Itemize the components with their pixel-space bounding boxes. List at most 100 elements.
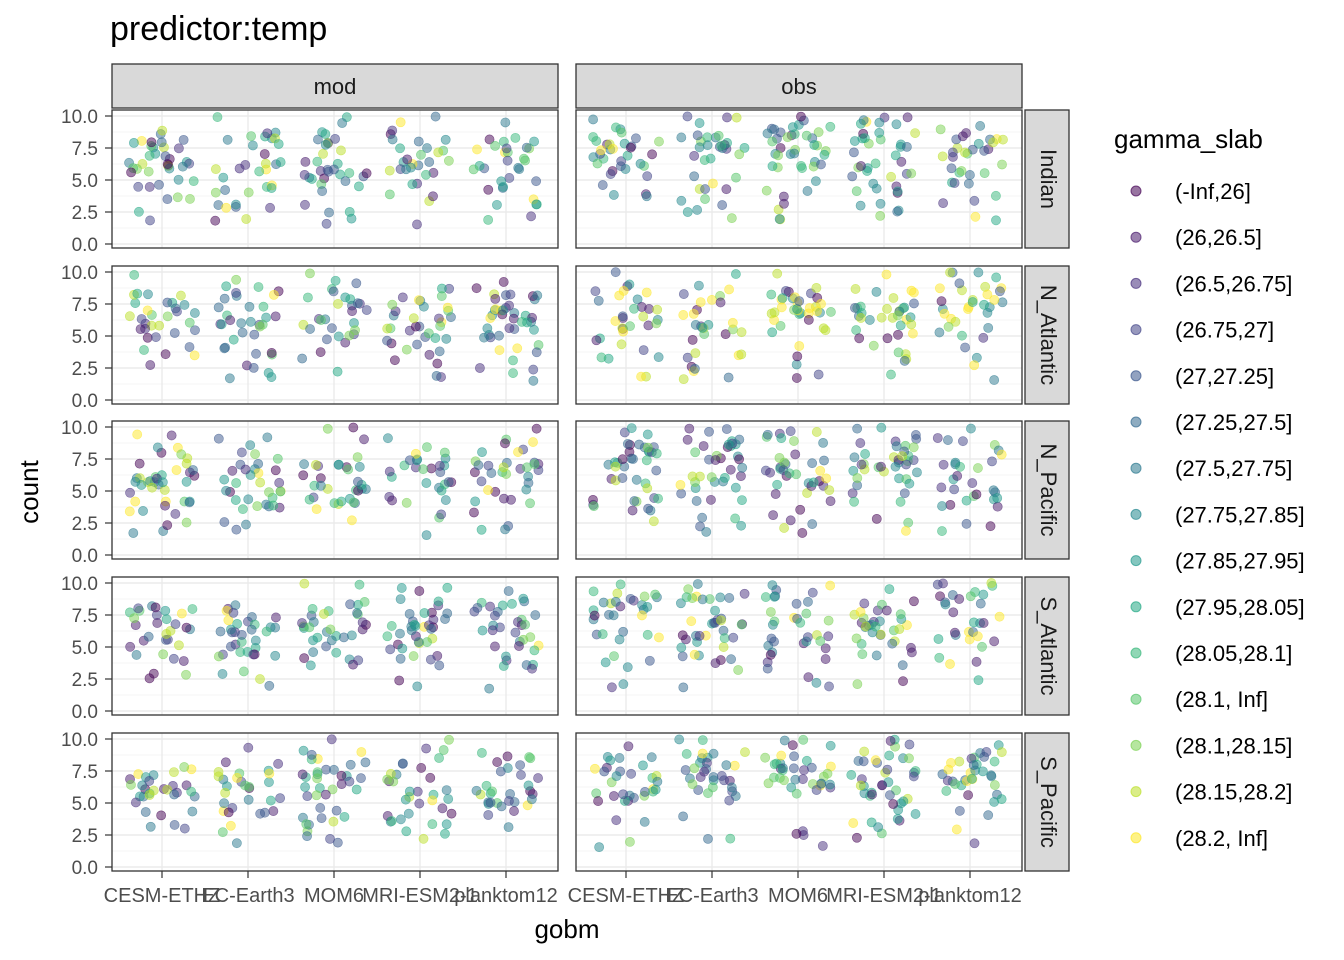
data-point <box>776 750 787 761</box>
data-point <box>313 134 323 145</box>
legend-key <box>1130 555 1142 567</box>
data-point <box>636 371 647 382</box>
data-point <box>689 763 700 774</box>
data-point <box>608 791 619 801</box>
data-point <box>403 808 414 819</box>
data-point <box>626 423 637 433</box>
data-point <box>305 660 316 671</box>
data-point <box>707 294 717 305</box>
data-point <box>979 168 990 179</box>
data-point <box>412 339 422 350</box>
data-point <box>304 622 315 633</box>
data-point <box>682 352 693 363</box>
data-point <box>243 794 254 805</box>
data-point <box>969 195 980 206</box>
data-point <box>607 682 617 693</box>
data-point <box>904 739 915 750</box>
col-strip-label: obs <box>781 74 816 99</box>
data-point <box>687 779 698 790</box>
data-point <box>299 459 309 470</box>
data-point <box>270 311 281 322</box>
legend-key <box>1130 416 1142 428</box>
data-point <box>181 458 192 469</box>
data-point <box>726 782 737 793</box>
data-point <box>162 520 173 530</box>
data-point <box>384 189 395 200</box>
data-point <box>395 653 406 664</box>
data-point <box>642 483 653 494</box>
data-point <box>344 330 355 341</box>
data-point <box>731 172 741 183</box>
data-point <box>641 287 652 298</box>
data-point <box>443 794 454 804</box>
data-point <box>442 608 453 619</box>
data-point <box>321 641 332 652</box>
data-point <box>138 506 148 516</box>
data-point <box>298 470 309 481</box>
data-point <box>509 806 519 816</box>
y-tick-label: 5.0 <box>72 171 98 192</box>
legend-title: gamma_slab <box>1114 124 1263 154</box>
data-point <box>162 159 173 169</box>
data-point <box>428 191 438 202</box>
data-point <box>220 342 231 353</box>
data-point <box>173 143 184 154</box>
data-point <box>622 438 633 449</box>
data-point <box>132 288 143 299</box>
data-point <box>886 171 896 182</box>
data-point <box>736 520 747 531</box>
data-point <box>312 156 323 167</box>
y-tick-label: 5.0 <box>72 327 98 348</box>
legend-label: (28.05,28.1] <box>1175 641 1292 666</box>
y-tick-label: 10.0 <box>61 263 98 284</box>
data-point <box>124 311 135 322</box>
legend-key <box>1130 739 1142 751</box>
data-point <box>899 302 910 313</box>
data-point <box>811 282 822 293</box>
data-point <box>978 332 989 343</box>
data-point <box>255 674 265 684</box>
data-point <box>220 185 231 195</box>
data-point <box>346 515 357 526</box>
data-point <box>356 773 366 784</box>
data-point <box>442 302 453 313</box>
data-point <box>937 501 947 511</box>
data-point <box>891 441 902 452</box>
data-point <box>996 747 1007 758</box>
data-point <box>654 632 664 643</box>
data-point <box>529 645 540 656</box>
data-point <box>617 454 628 465</box>
data-point <box>593 796 604 806</box>
data-point <box>616 339 627 350</box>
data-point <box>144 776 155 786</box>
y-tick-label: 2.5 <box>72 514 98 535</box>
data-point <box>318 609 329 619</box>
data-point <box>801 608 812 619</box>
data-point <box>522 462 532 473</box>
data-point <box>125 487 135 498</box>
data-point <box>766 308 777 319</box>
data-point <box>610 596 621 607</box>
data-point <box>253 458 264 469</box>
legend-key <box>1130 231 1142 243</box>
data-point <box>156 810 167 821</box>
data-point <box>954 756 965 767</box>
data-point <box>615 579 626 590</box>
data-point <box>224 373 235 384</box>
legend-label: (27,27.25] <box>1175 364 1274 389</box>
data-point <box>810 176 821 187</box>
data-point <box>504 173 515 183</box>
data-point <box>639 591 650 602</box>
data-point <box>727 317 738 328</box>
data-point <box>344 206 355 217</box>
data-point <box>992 501 1003 512</box>
data-point <box>170 509 181 519</box>
data-point <box>528 375 539 386</box>
data-point <box>407 179 418 190</box>
data-point <box>443 155 454 166</box>
legend-key <box>1130 277 1142 289</box>
data-point <box>299 169 310 180</box>
data-point <box>852 423 863 434</box>
data-point <box>414 798 425 809</box>
data-point <box>135 324 146 335</box>
